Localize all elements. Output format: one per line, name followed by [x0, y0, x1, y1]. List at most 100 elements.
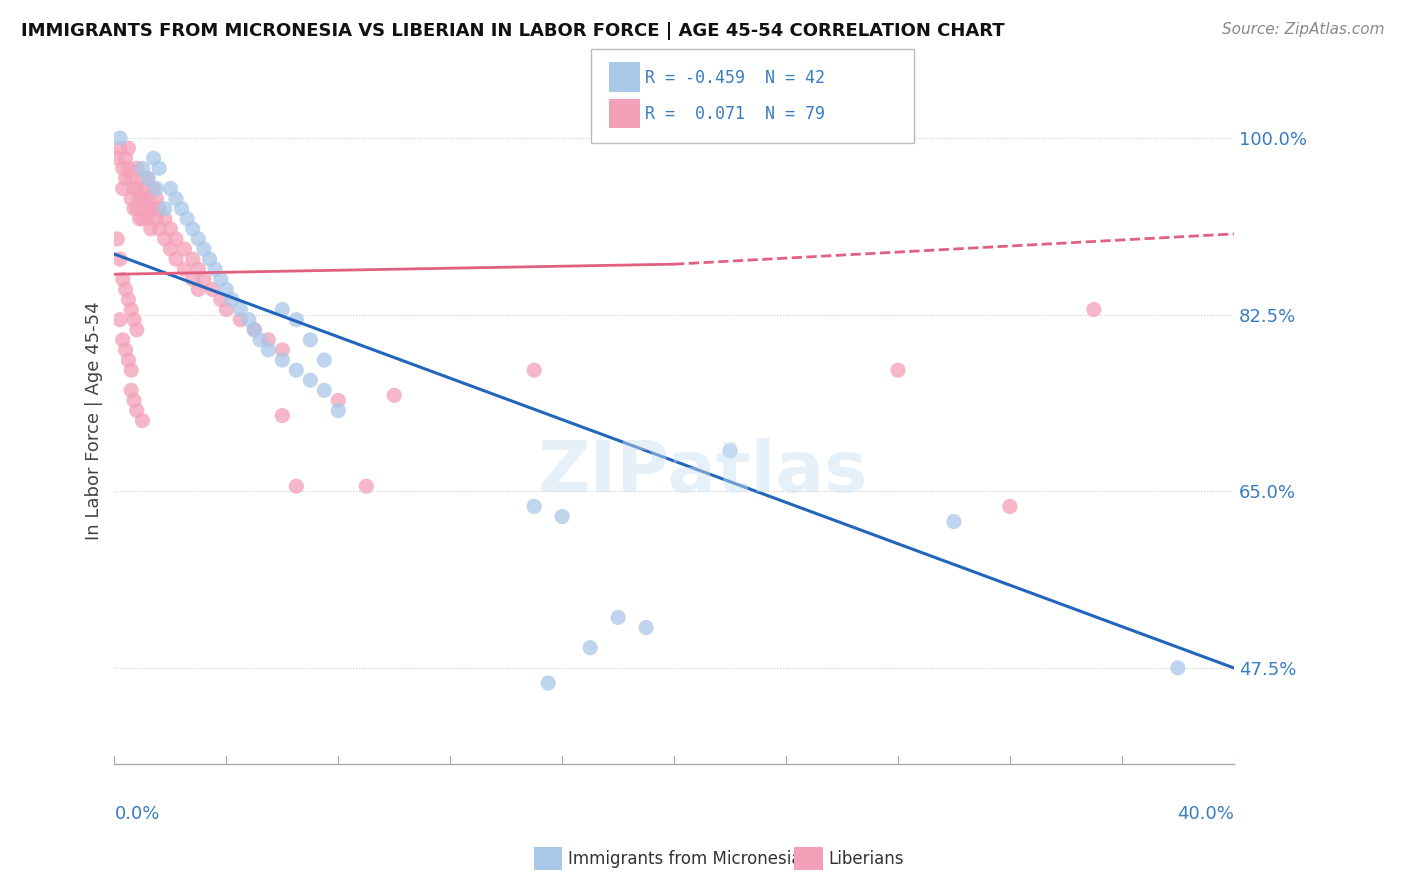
Point [131, 211, 153, 226]
Point [114, 282, 136, 296]
Point [142, 181, 165, 195]
Point [238, 312, 260, 326]
Point [131, 171, 153, 186]
Text: Liberians: Liberians [828, 850, 904, 868]
Point [204, 262, 226, 277]
Y-axis label: In Labor Force | Age 45-54: In Labor Force | Age 45-54 [86, 301, 103, 540]
Point [382, 388, 405, 402]
Point [117, 353, 139, 368]
Point [229, 302, 252, 317]
Point [181, 252, 204, 267]
Point [187, 262, 209, 277]
Point [120, 192, 142, 206]
Point [243, 323, 266, 337]
Text: Source: ZipAtlas.com: Source: ZipAtlas.com [1222, 22, 1385, 37]
Point [551, 509, 574, 524]
Point [173, 262, 195, 277]
Point [108, 312, 131, 326]
Point [187, 232, 209, 246]
Point [215, 302, 238, 317]
Point [271, 302, 294, 317]
Point [579, 640, 602, 655]
Point [122, 181, 145, 195]
Point [159, 222, 181, 236]
Point [215, 282, 238, 296]
Point [159, 181, 181, 195]
Point [120, 363, 142, 377]
Point [153, 202, 176, 216]
Point [887, 363, 910, 377]
Point [125, 403, 148, 417]
Point [120, 171, 142, 186]
Point [114, 171, 136, 186]
Point [153, 232, 176, 246]
Point [125, 323, 148, 337]
Point [285, 479, 308, 493]
Point [145, 181, 167, 195]
Point [145, 192, 167, 206]
Point [125, 202, 148, 216]
Text: ZIPatlas: ZIPatlas [538, 438, 868, 508]
Point [271, 353, 294, 368]
Point [181, 272, 204, 286]
Point [243, 323, 266, 337]
Point [128, 192, 150, 206]
Point [299, 333, 322, 347]
Point [170, 202, 193, 216]
Point [114, 343, 136, 357]
Point [942, 515, 965, 529]
Point [131, 414, 153, 428]
Point [271, 409, 294, 423]
Point [148, 161, 170, 176]
Point [173, 242, 195, 256]
Point [120, 302, 142, 317]
Point [125, 181, 148, 195]
Point [249, 333, 271, 347]
Point [636, 621, 658, 635]
Point [523, 500, 546, 514]
Point [105, 151, 128, 165]
Point [271, 343, 294, 357]
Point [136, 171, 159, 186]
Point [120, 384, 142, 398]
Point [537, 676, 560, 690]
Point [139, 202, 162, 216]
Point [148, 222, 170, 236]
Point [139, 222, 162, 236]
Point [285, 312, 308, 326]
Point [128, 211, 150, 226]
Point [998, 500, 1021, 514]
Point [117, 293, 139, 307]
Point [148, 202, 170, 216]
Point [165, 192, 187, 206]
Point [1167, 661, 1189, 675]
Point [257, 333, 280, 347]
Point [108, 141, 131, 155]
Point [314, 353, 336, 368]
Point [314, 384, 336, 398]
Point [257, 343, 280, 357]
Point [117, 141, 139, 155]
Point [328, 403, 350, 417]
Point [165, 252, 187, 267]
Point [1083, 302, 1105, 317]
Point [122, 393, 145, 408]
Point [145, 211, 167, 226]
Point [209, 293, 232, 307]
Point [198, 252, 221, 267]
Point [134, 181, 156, 195]
Point [142, 202, 165, 216]
Point [111, 181, 134, 195]
Point [718, 444, 741, 458]
Text: R =  0.071  N = 79: R = 0.071 N = 79 [645, 104, 825, 123]
Point [607, 610, 630, 624]
Point [125, 161, 148, 176]
Point [122, 202, 145, 216]
Point [117, 161, 139, 176]
Point [136, 192, 159, 206]
Point [165, 232, 187, 246]
Text: 40.0%: 40.0% [1177, 805, 1234, 823]
Point [299, 373, 322, 387]
Text: IMMIGRANTS FROM MICRONESIA VS LIBERIAN IN LABOR FORCE | AGE 45-54 CORRELATION CH: IMMIGRANTS FROM MICRONESIA VS LIBERIAN I… [21, 22, 1005, 40]
Point [131, 161, 153, 176]
